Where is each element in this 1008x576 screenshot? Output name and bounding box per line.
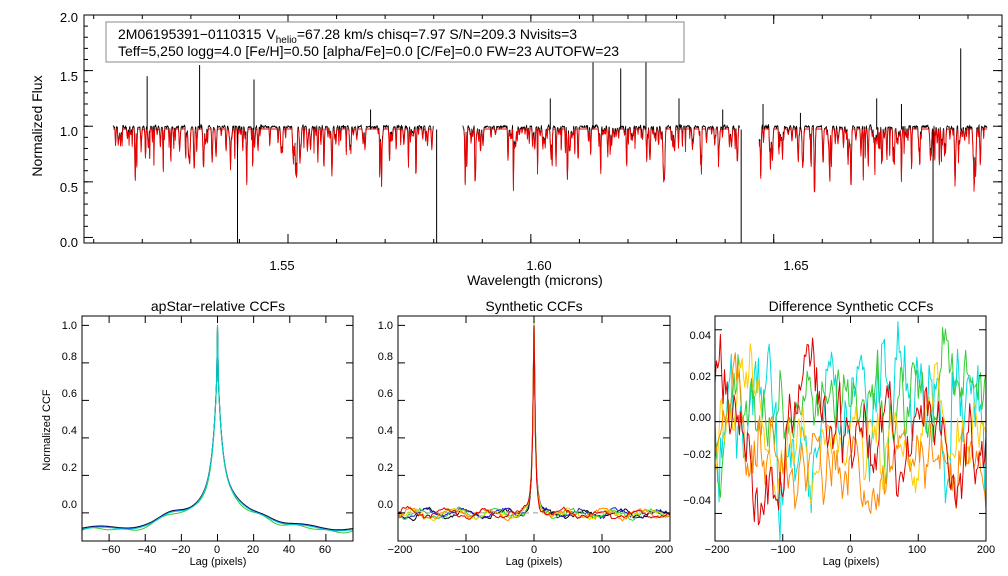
spectrum-ytick-label: 1.0 [60,124,78,139]
annotation-line-2: Teff=5,250 logg=4.0 [Fe/H]=0.50 [alpha/F… [118,43,619,59]
spectrum-ytick-label: 0.5 [60,180,78,195]
spectrum-xtick-label: 1.55 [269,258,294,273]
annotation-box [105,21,685,63]
apstar-xtick-label: −20 [172,544,191,556]
difference-ccf-series-1 [714,321,987,541]
apstar-ticks [82,316,353,541]
apstar-ytick-label: 0.0 [62,499,77,511]
difference-ytick-label: −0.02 [683,449,711,461]
apstar-ytick-label: 1.0 [62,320,77,332]
apstar-x-axis-label: Lag (pixels) [190,556,247,568]
synthetic-ccf-series-6 [397,325,671,520]
synthetic-xtick-label: −100 [455,544,480,556]
difference-ccf-series-4 [714,352,987,514]
synthetic-ytick-label: 0.6 [378,388,393,400]
synthetic-title: Synthetic CCFs [485,298,582,314]
difference-xtick-label: 0 [847,544,853,556]
spectrum-plot-frame [83,14,1003,244]
apstar-xtick-label: 60 [319,544,331,556]
difference-xtick-label: 100 [908,544,926,556]
apstar-xtick-label: −40 [138,544,157,556]
apstar-xtick-label: 40 [283,544,295,556]
spectrum-x-axis-label: Wavelength (microns) [467,272,603,288]
apstar-ccf-series-4 [81,324,354,532]
synthetic-ytick-label: 0.4 [378,425,393,437]
apstar-ccf-lines [81,324,354,534]
apstar-ytick-label: 0.6 [62,388,77,400]
spectrum-xtick-label: 1.60 [526,258,551,273]
synthetic-xtick-label: −200 [388,544,413,556]
spectrum-ytick-label: 2.0 [60,10,78,25]
annotation-v-symbol: V [266,26,276,42]
apstar-ytick-label: 0.8 [62,351,77,363]
synthetic-ytick-label: 0.2 [378,462,393,474]
difference-title: Difference Synthetic CCFs [769,298,934,314]
apstar-xtick-label: −60 [102,544,121,556]
synthetic-xtick-label: 200 [655,544,673,556]
difference-xtick-label: −200 [705,544,730,556]
difference-ccf-series-5 [714,333,987,526]
synthetic-x-axis-label: Lag (pixels) [506,556,563,568]
synthetic-xtick-label: 100 [592,544,610,556]
model-spectrum-line [113,128,434,188]
model-spectrum-line [758,128,988,193]
apstar-ytick-label: 0.2 [62,462,77,474]
difference-ytick-label: 0.04 [690,330,711,342]
model-spectrum-line [462,128,740,192]
apstar-title: apStar−relative CCFs [151,298,285,314]
synthetic-ytick-label: 0.8 [378,351,393,363]
apstar-xtick-label: 0 [214,544,220,556]
spectrum-ytick-label: 1.5 [60,69,78,84]
spectrum-y-axis-label: Normalized Flux [29,75,45,176]
difference-ytick-label: 0.02 [690,371,711,383]
synthetic-ccf-series-5 [397,324,671,522]
difference-ccf-lines [714,321,987,541]
difference-ccf-series-3 [714,343,987,505]
synthetic-ccf-lines [397,318,671,522]
synthetic-ytick-label: 0.0 [378,499,393,511]
spectrum-ticks [84,14,1002,243]
difference-xtick-label: −100 [771,544,796,556]
difference-ytick-label: −0.04 [683,495,711,507]
apstar-y-axis-label: Normalized CCF [41,389,53,471]
synthetic-ytick-label: 1.0 [378,320,393,332]
annotation-v-subscript: helio [276,35,298,46]
difference-ccf-panel: Difference Synthetic CCFs −200 −100 0 10… [683,298,995,568]
difference-ytick-label: 0.00 [690,412,711,424]
annotation-stats: =67.28 km/s chisq=7.97 S/N=209.3 Nvisits… [297,26,577,42]
spectrum-panel: 1.55 1.60 1.65 0.0 0.5 1.0 1.5 2.0 Wavel… [29,10,1003,288]
annotation-line-1: 2M06195391−0110315 Vhelio=67.28 km/s chis… [118,26,577,46]
difference-xtick-label: 200 [977,544,995,556]
spectrum-xtick-label: 1.65 [783,258,808,273]
spectrum-ytick-label: 0.0 [60,235,78,250]
synthetic-ccf-panel: Synthetic CCFs −200 −100 0 100 200 0.0 0… [378,298,673,568]
synthetic-ticks [397,316,671,541]
difference-x-axis-label: Lag (pixels) [823,556,880,568]
apstar-ytick-label: 0.4 [62,425,77,437]
apstar-xtick-label: 20 [247,544,259,556]
annotation-star-id: 2M06195391−0110315 [118,26,262,42]
apstar-ccf-panel: apStar−relative CCFs −60 −40 −20 0 20 40… [41,298,354,568]
difference-ticks [714,316,987,541]
synthetic-xtick-label: 0 [531,544,537,556]
